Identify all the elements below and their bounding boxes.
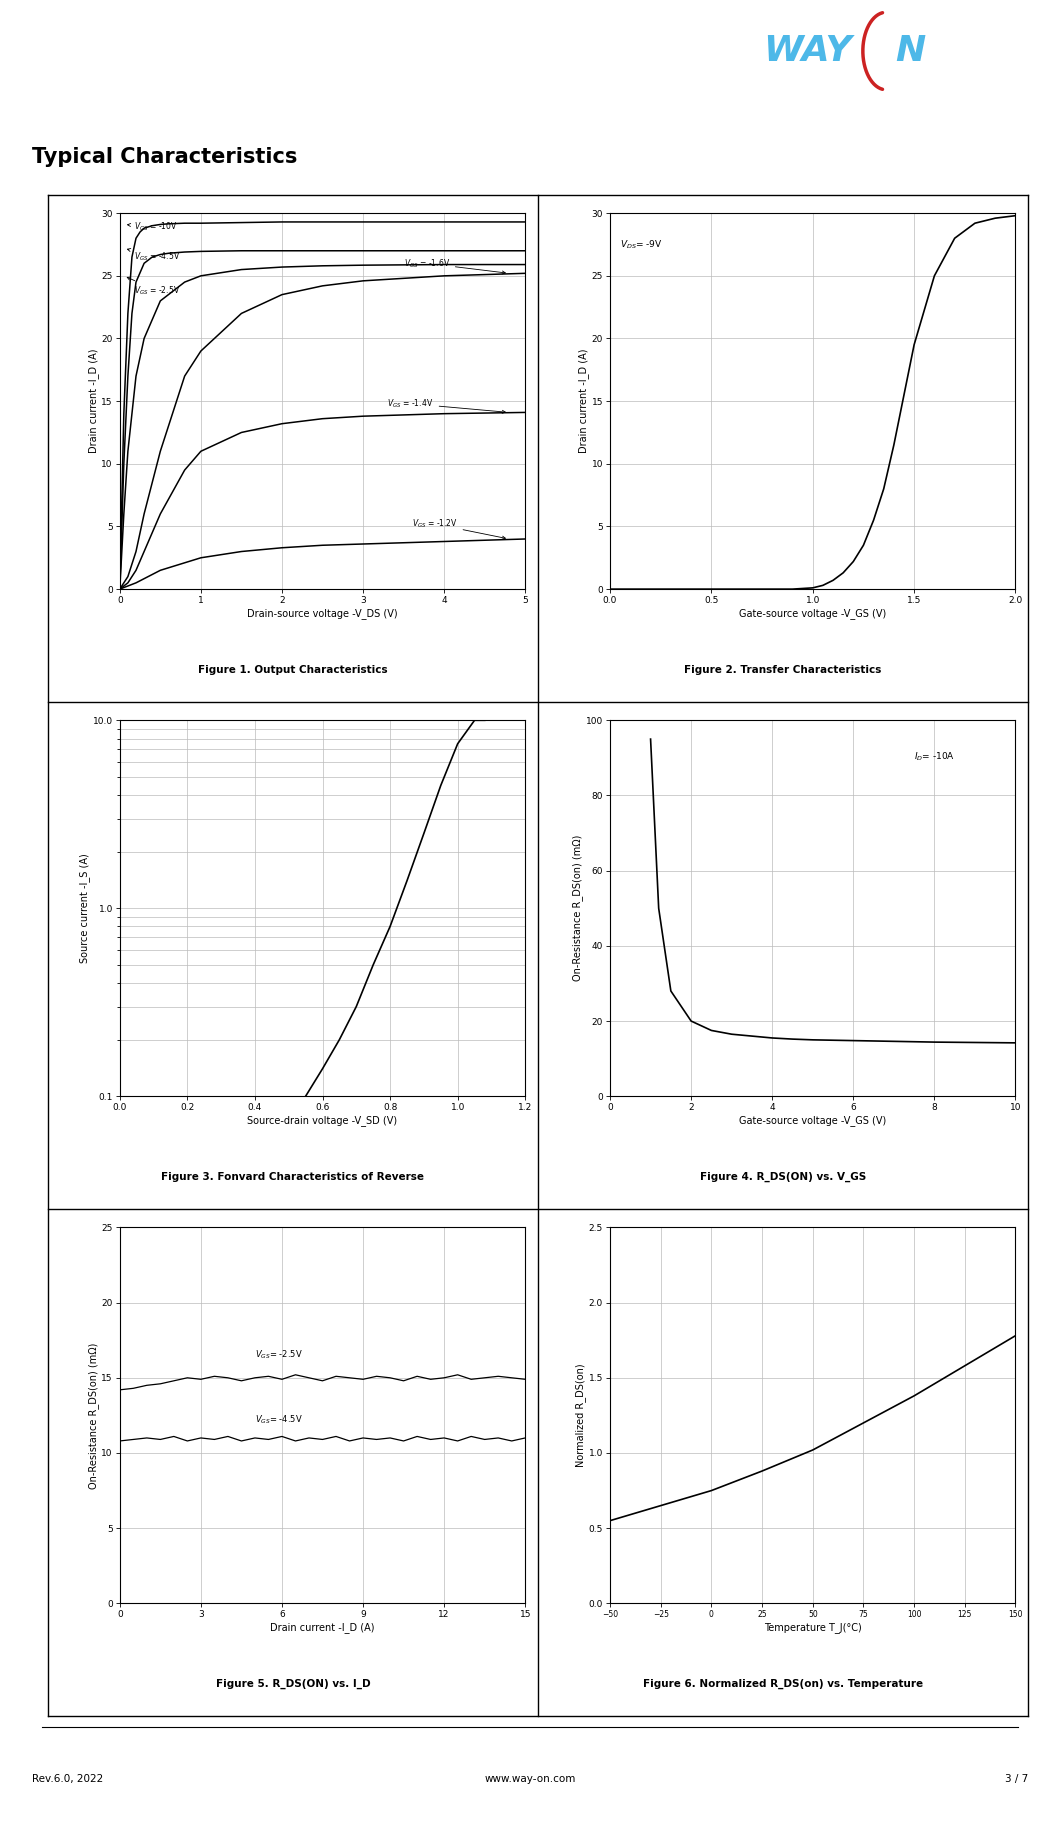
X-axis label: Drain current -I_D (A): Drain current -I_D (A)	[270, 1622, 375, 1633]
Text: WM02P160R: WM02P160R	[21, 42, 111, 60]
Y-axis label: Source current -I_S (A): Source current -I_S (A)	[80, 853, 90, 964]
Text: WAY: WAY	[763, 35, 852, 67]
Text: Figure 2. Transfer Characteristics: Figure 2. Transfer Characteristics	[685, 665, 882, 674]
Text: Figure 6. Normalized R_DS(on) vs. Temperature: Figure 6. Normalized R_DS(on) vs. Temper…	[643, 1680, 923, 1689]
Text: Figure 3. Fonvard Characteristics of Reverse: Figure 3. Fonvard Characteristics of Rev…	[161, 1172, 424, 1182]
X-axis label: Source-drain voltage -V_SD (V): Source-drain voltage -V_SD (V)	[247, 1115, 398, 1126]
Text: $V_{GS}$ = -2.5V: $V_{GS}$ = -2.5V	[127, 277, 180, 297]
Text: Rev.6.0, 2022: Rev.6.0, 2022	[32, 1775, 103, 1784]
Text: $V_{DS}$= -9V: $V_{DS}$= -9V	[620, 239, 662, 251]
Text: $V_{GS}$= -2.5V: $V_{GS}$= -2.5V	[254, 1348, 303, 1361]
Text: Typical Characteristics: Typical Characteristics	[32, 148, 297, 166]
Text: Figure 4. R_DS(ON) vs. V_GS: Figure 4. R_DS(ON) vs. V_GS	[700, 1172, 866, 1182]
Text: $V_{GS}$ = -1.4V: $V_{GS}$ = -1.4V	[387, 397, 506, 414]
X-axis label: Temperature T_J(°C): Temperature T_J(°C)	[764, 1622, 862, 1633]
X-axis label: Drain-source voltage -V_DS (V): Drain-source voltage -V_DS (V)	[247, 609, 398, 619]
Text: 3 / 7: 3 / 7	[1005, 1775, 1028, 1784]
Y-axis label: Drain current -I_D (A): Drain current -I_D (A)	[578, 348, 588, 454]
Text: N: N	[896, 35, 926, 67]
Y-axis label: Normalized R_DS(on): Normalized R_DS(on)	[575, 1363, 586, 1467]
Y-axis label: Drain current -I_D (A): Drain current -I_D (A)	[88, 348, 99, 454]
Text: $V_{GS}$ = -1.6V: $V_{GS}$ = -1.6V	[404, 257, 506, 273]
Y-axis label: On-Resistance R_DS(on) (mΩ): On-Resistance R_DS(on) (mΩ)	[88, 1343, 99, 1489]
X-axis label: Gate-source voltage -V_GS (V): Gate-source voltage -V_GS (V)	[739, 609, 886, 619]
Text: $I_D$= -10A: $I_D$= -10A	[914, 751, 955, 763]
Text: $V_{GS}$= -4.5V: $V_{GS}$= -4.5V	[254, 1414, 303, 1427]
Y-axis label: On-Resistance R_DS(on) (mΩ): On-Resistance R_DS(on) (mΩ)	[572, 834, 583, 982]
Text: Figure 1. Output Characteristics: Figure 1. Output Characteristics	[198, 665, 388, 674]
Text: $V_{GS}$ = -1.2V: $V_{GS}$ = -1.2V	[411, 517, 506, 539]
Text: Figure 5. R_DS(ON) vs. I_D: Figure 5. R_DS(ON) vs. I_D	[215, 1680, 370, 1689]
Text: $V_{GS}$ = -10V: $V_{GS}$ = -10V	[127, 220, 178, 233]
Text: $V_{GS}$ = -4.5V: $V_{GS}$ = -4.5V	[127, 248, 180, 264]
X-axis label: Gate-source voltage -V_GS (V): Gate-source voltage -V_GS (V)	[739, 1115, 886, 1126]
Text: www.way-on.com: www.way-on.com	[484, 1775, 576, 1784]
